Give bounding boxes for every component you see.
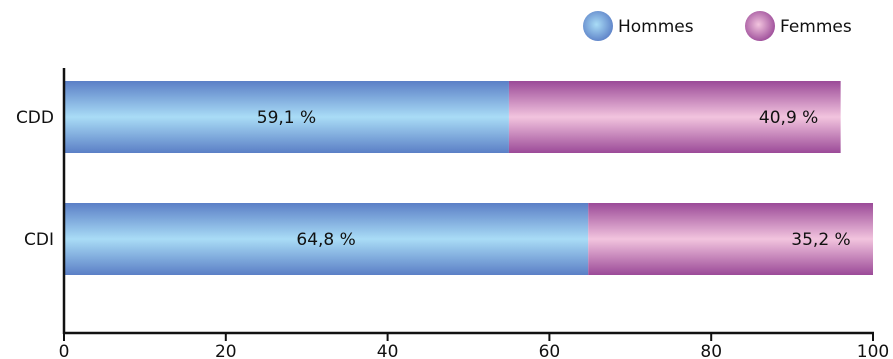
bar-cdi-hommes: [64, 203, 589, 275]
legend-label-hommes: Hommes: [618, 17, 694, 37]
legend-swatch-hommes: [583, 11, 613, 41]
category-label-cdi: CDI: [24, 230, 54, 250]
data-label-cdi-femmes: 35,2 %: [791, 230, 850, 250]
x-tick-label: 40: [377, 342, 399, 359]
data-label-cdi-hommes: 64,8 %: [296, 230, 355, 250]
bars-layer: 59,1 % 40,9 % 64,8 % 35,2 %: [64, 81, 873, 275]
data-label-cdd-femmes: 40,9 %: [759, 108, 818, 128]
bar-cdi-femmes: [588, 203, 873, 275]
bar-cdd-femmes: [508, 81, 841, 153]
legend-label-femmes: Femmes: [780, 17, 852, 37]
x-tick-label: 80: [700, 342, 722, 359]
legend: Hommes Femmes: [583, 11, 852, 41]
data-label-cdd-hommes: 59,1 %: [257, 108, 316, 128]
bar-cdd-hommes: [64, 81, 509, 153]
x-tick-label: 60: [539, 342, 561, 359]
x-tick-label: 100: [857, 342, 889, 359]
x-tick-label: 0: [59, 342, 70, 359]
x-tick-label: 20: [215, 342, 237, 359]
axis-layer: CDD CDI 0 20 40 60 80 100: [16, 68, 889, 359]
category-label-cdd: CDD: [16, 108, 54, 128]
legend-swatch-femmes: [745, 11, 775, 41]
